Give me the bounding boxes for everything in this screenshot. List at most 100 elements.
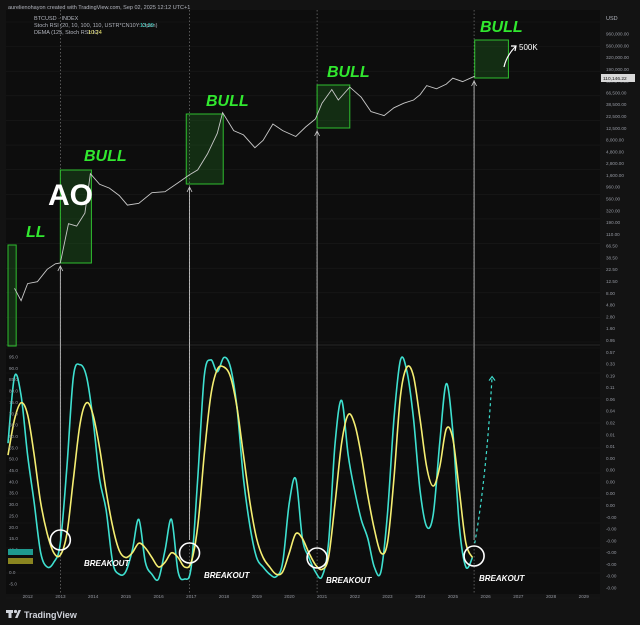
breakout-label-2025: BREAKOUT	[479, 574, 525, 583]
rsi-tick-label: 90.0	[9, 366, 18, 371]
bull-boxes	[7, 39, 509, 347]
price-tick-label: 0.00	[606, 456, 615, 461]
time-tick-label: 2025	[448, 594, 459, 599]
price-tick-label: 1.60	[606, 326, 615, 331]
price-tick-label: 2,800.00	[606, 161, 624, 166]
last-price-tag	[601, 74, 635, 82]
price-tick-label: -0.00	[606, 574, 617, 579]
price-tick-label: 12.50	[606, 279, 618, 284]
price-tick-label: 8.00	[606, 291, 615, 296]
price-tick-label: 0.33	[606, 362, 615, 367]
time-tick-label: 2016	[153, 594, 164, 599]
bull-box	[185, 113, 224, 185]
price-tick-label: 38,500.00	[606, 102, 627, 107]
price-tick-label: 12,500.00	[606, 126, 627, 131]
ao-annotation: AO	[48, 179, 93, 212]
last-price-value: 110,146.22	[603, 76, 627, 82]
price-tick-label: 38.50	[606, 255, 618, 260]
tradingview-logo-icon	[6, 609, 21, 618]
price-tick-label: 4.80	[606, 303, 615, 308]
breakout-circle	[178, 542, 201, 564]
bull-box	[59, 169, 92, 264]
price-tick-label: 0.19	[606, 373, 615, 378]
rsi-tick-label: 60.0	[9, 434, 18, 439]
price-tick-label: 2.80	[606, 314, 615, 319]
price-tick-label: 8,000.00	[606, 138, 624, 143]
footer-bar	[0, 603, 640, 625]
price-line	[14, 75, 475, 302]
dema-line	[7, 365, 474, 576]
price-tick-label: 0.02	[606, 420, 615, 425]
target-arrow	[503, 45, 517, 68]
rsi-legend-value: 13.39	[140, 23, 154, 29]
bull-label-2025: BULL	[480, 19, 523, 36]
symbol-label[interactable]: BTCUSD · INDEX	[34, 16, 79, 22]
stoch-rsi-line	[7, 356, 474, 582]
time-tick-label: 2022	[350, 594, 361, 599]
breakout-label-2021: BREAKOUT	[326, 576, 372, 585]
rsi-tick-label: -5.0	[9, 582, 17, 587]
rsi-grid	[6, 344, 600, 599]
dema-legend-label[interactable]: DEMA (125, Stoch RSI: K)	[34, 30, 99, 36]
price-tick-label: 110.00	[606, 232, 620, 237]
time-tick-label: 2029	[579, 594, 590, 599]
breakout-arrow-head	[471, 80, 477, 87]
chart-credit: aurelienohayon created with TradingView.…	[8, 5, 190, 11]
price-tick-label: 22.50	[606, 267, 618, 272]
price-tick-label: 1,600.00	[606, 173, 624, 178]
currency-label[interactable]: USD	[606, 16, 618, 22]
breakout-arrow-head	[314, 130, 320, 137]
breakout-circle	[49, 529, 72, 551]
breakout-label-2013: BREAKOUT	[84, 559, 130, 568]
dema-legend-value: 10.24	[88, 30, 102, 36]
price-tick-label: 0.00	[606, 479, 615, 484]
price-series	[14, 75, 475, 302]
price-tick-label: 560.00	[606, 197, 620, 202]
breakout-circle	[463, 545, 485, 567]
rsi-tick-label: 80.0	[9, 389, 18, 394]
price-grid	[6, 21, 600, 343]
bull-box	[474, 39, 509, 79]
price-tick-label: 320.00	[606, 208, 620, 213]
time-tick-label: 2017	[186, 594, 197, 599]
time-tick-label: 2020	[284, 594, 295, 599]
price-tick-label: -0.00	[606, 550, 617, 555]
price-tick-label: 0.04	[606, 409, 615, 414]
rsi-tick-label: 30.0	[9, 502, 18, 507]
breakout-arrow-head	[186, 186, 193, 193]
rsi-tick-label: 85.0	[9, 377, 18, 382]
rsi-legend-label[interactable]: Stoch RSI (20, 10, 100, 110, USTR*CN10Y:…	[34, 23, 158, 29]
price-tick-label: 0.00	[606, 503, 615, 508]
rsi-tick-label: 35.0	[9, 491, 18, 496]
price-tick-label: 22,500.00	[606, 114, 627, 119]
price-tick-label: 190,000.00	[606, 67, 629, 72]
forecast-line	[474, 376, 493, 544]
time-axis: 2012 2013 2014 2015 2016 2017 2018 2019 2020 2021…	[23, 594, 590, 599]
rsi-tick-label: 55.0	[9, 445, 18, 450]
price-tick-label: -0.00	[606, 538, 617, 543]
time-tick-label: 2014	[88, 594, 99, 599]
rsi-tick-label: 40.0	[9, 479, 18, 484]
rsi-tick-label: 0.0	[9, 570, 16, 575]
time-tick-label: 2026	[481, 594, 492, 599]
price-tick-label: 0.01	[606, 444, 615, 449]
price-tick-label: 320,000.00	[606, 55, 629, 60]
price-tick-label: 960.00	[606, 185, 620, 190]
time-tick-label: 2027	[513, 594, 524, 599]
price-tick-label: -0.00	[606, 586, 617, 591]
rsi-tick-label: 20.0	[9, 525, 18, 530]
rsi-tick-label: 95.0	[9, 355, 18, 360]
bull-label-2021: BULL	[327, 64, 370, 81]
price-tick-label: 960,000.00	[606, 32, 629, 37]
plot-area	[6, 10, 600, 594]
time-tick-label: 2028	[546, 594, 557, 599]
bull-label-partial: LL	[26, 224, 46, 241]
stoch-rsi-series	[7, 356, 496, 582]
rsi-tick-label: 25.0	[9, 513, 18, 518]
price-tick-label: 0.11	[606, 385, 615, 390]
time-tick-label: 2013	[55, 594, 66, 599]
forecast-arrow-head	[488, 375, 496, 381]
price-tick-label: 560,000.00	[606, 43, 629, 48]
breakout-arrow-head	[57, 265, 64, 272]
